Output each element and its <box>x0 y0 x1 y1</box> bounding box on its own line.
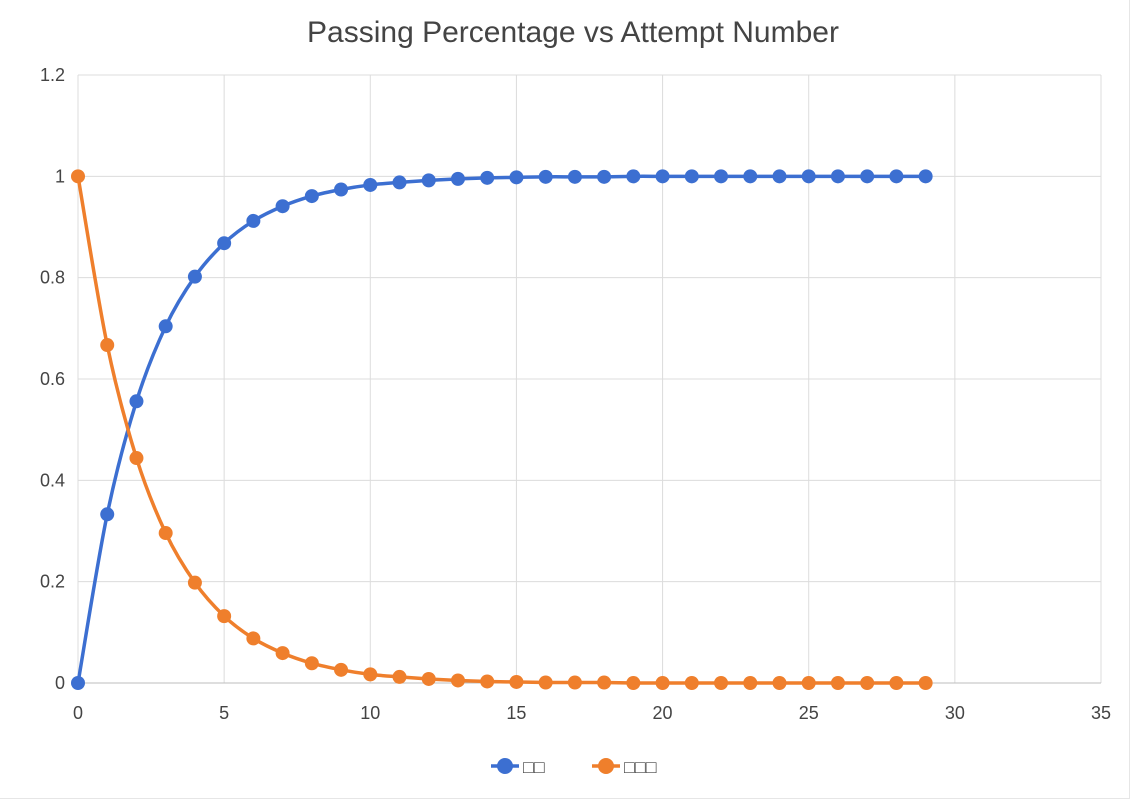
data-point <box>918 676 933 690</box>
data-point <box>217 609 232 624</box>
data-point <box>684 169 699 184</box>
legend-marker <box>598 758 614 774</box>
data-point <box>100 338 115 353</box>
data-point <box>801 169 816 184</box>
data-point <box>860 676 875 690</box>
data-point <box>626 169 641 184</box>
x-tick-label: 30 <box>945 703 965 723</box>
data-point <box>918 169 933 184</box>
y-tick-label: 0.6 <box>40 369 65 389</box>
data-point <box>187 575 202 590</box>
y-tick-label: 1.2 <box>40 65 65 85</box>
series-line <box>76 174 926 684</box>
data-point <box>275 646 290 661</box>
data-point <box>100 507 115 522</box>
data-point <box>830 169 845 184</box>
data-point <box>334 182 349 197</box>
data-point <box>801 676 816 690</box>
x-tick-label: 35 <box>1091 703 1111 723</box>
data-point <box>158 319 173 334</box>
data-point <box>655 676 670 690</box>
data-point <box>246 213 261 228</box>
x-tick-label: 10 <box>360 703 380 723</box>
data-point <box>830 676 845 690</box>
data-point <box>392 175 407 190</box>
data-point <box>567 675 582 690</box>
data-point <box>71 169 85 184</box>
legend[interactable]: □□ □□□ <box>491 757 657 777</box>
data-point <box>743 169 758 184</box>
data-point <box>187 269 202 284</box>
data-point <box>743 676 758 690</box>
y-tick-label: 0.8 <box>40 268 65 288</box>
y-tick-label: 0 <box>55 673 65 693</box>
x-tick-label: 5 <box>219 703 229 723</box>
data-point <box>392 669 407 684</box>
data-point <box>71 676 85 690</box>
y-tick-label: 1 <box>55 166 65 186</box>
data-point <box>509 674 524 689</box>
data-point <box>509 170 524 185</box>
x-tick-label: 15 <box>506 703 526 723</box>
data-point <box>538 169 553 184</box>
legend-label: □□ <box>523 757 545 777</box>
data-point <box>889 169 904 184</box>
data-point <box>567 169 582 184</box>
legend-item-0: □□ <box>491 757 545 777</box>
legend-marker <box>497 758 513 774</box>
data-point <box>860 169 875 184</box>
data-point <box>363 667 378 682</box>
grid-lines <box>77 74 1102 684</box>
data-point <box>129 451 144 466</box>
data-point <box>597 675 612 690</box>
series-0 <box>71 169 933 690</box>
data-point <box>538 675 553 690</box>
series-1 <box>71 169 933 690</box>
x-tick-label: 0 <box>73 703 83 723</box>
data-point <box>684 676 699 690</box>
data-point <box>772 676 787 690</box>
data-point <box>421 173 436 188</box>
data-point <box>772 169 787 184</box>
data-point <box>246 631 261 646</box>
data-point <box>714 676 729 690</box>
data-point <box>129 394 144 409</box>
x-tick-label: 25 <box>799 703 819 723</box>
data-point <box>450 673 465 688</box>
y-tick-label: 0.2 <box>40 572 65 592</box>
series-line <box>76 176 926 685</box>
data-point <box>480 674 495 689</box>
data-point <box>304 189 319 204</box>
data-point <box>304 656 319 671</box>
data-point <box>217 236 232 251</box>
legend-item-1: □□□ <box>592 757 657 777</box>
data-point <box>626 676 641 690</box>
data-point <box>275 199 290 214</box>
data-point <box>450 171 465 186</box>
data-point <box>655 169 670 184</box>
data-point <box>889 676 904 690</box>
data-point <box>363 177 378 192</box>
legend-label: □□□ <box>624 757 657 777</box>
data-point <box>480 170 495 185</box>
x-tick-label: 20 <box>653 703 673 723</box>
data-point <box>421 671 436 686</box>
data-point <box>714 169 729 184</box>
chart-title: Passing Percentage vs Attempt Number <box>307 16 839 49</box>
y-tick-label: 0.4 <box>40 470 65 490</box>
axis-tick-labels: 0 5 10 15 20 25 30 35 0 0.2 0.4 0.6 0.8 1 1.2 <box>40 65 1111 723</box>
data-point <box>334 662 349 677</box>
data-point <box>597 169 612 184</box>
data-point <box>158 526 173 541</box>
series-layer <box>71 169 933 690</box>
